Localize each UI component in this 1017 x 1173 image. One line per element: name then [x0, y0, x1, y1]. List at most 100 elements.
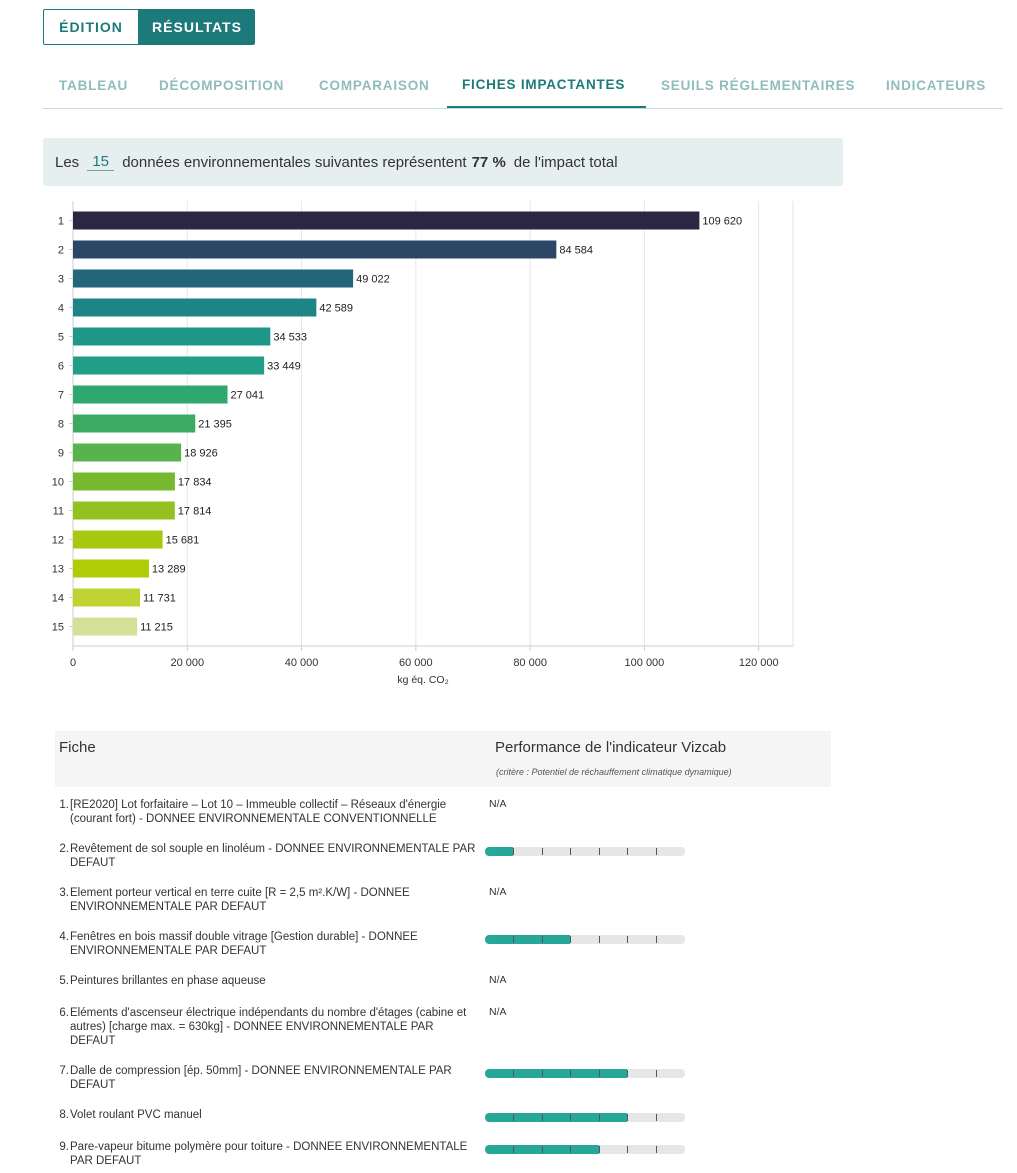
category-label: 10: [52, 477, 64, 489]
bar: [73, 501, 175, 520]
row-number: 4.: [59, 931, 69, 943]
header-performance: Performance de l'indicateur Vizcab: [495, 739, 727, 756]
summary-suffix: de l'impact total: [513, 153, 618, 171]
performance-tick: [513, 936, 514, 943]
summary-middle: données environnementales suivantes repr…: [122, 153, 467, 171]
bar-value-label: 15 681: [166, 535, 200, 547]
tab-decomposition[interactable]: DÉCOMPOSITION: [159, 77, 285, 93]
row-number: 3.: [59, 887, 69, 899]
bar: [73, 530, 163, 549]
performance-tick: [513, 1146, 514, 1153]
performance-tick: [570, 848, 571, 855]
bar-value-label: 33 449: [267, 361, 301, 373]
bar: [73, 588, 141, 607]
category-label: 14: [52, 593, 64, 605]
performance-tick: [541, 848, 543, 855]
row-number: 1.: [59, 799, 69, 811]
bar: [73, 327, 271, 346]
bar: [73, 443, 182, 462]
x-tick-label: 80 000: [513, 657, 547, 669]
bar: [73, 559, 149, 578]
row-fiche-label[interactable]: Peintures brillantes en phase aqueuse: [70, 975, 266, 987]
x-tick-label: 40 000: [285, 657, 319, 669]
bar-value-label: 27 041: [231, 390, 265, 402]
bar-value-label: 109 620: [702, 216, 742, 228]
row-fiche-label[interactable]: Fenêtres en bois massif double vitrage […: [70, 931, 418, 957]
x-axis-label: kg éq. CO₂: [397, 674, 448, 686]
bar-value-label: 11 215: [140, 622, 173, 634]
performance-tick: [541, 1146, 543, 1153]
performance-na: N/A: [489, 1006, 507, 1018]
bar-value-label: 11 731: [143, 593, 176, 605]
row-fiche-label[interactable]: Revêtement de sol souple en linoléum - D…: [70, 843, 476, 869]
row-fiche-label[interactable]: Eléments d'ascenseur électrique indépend…: [70, 1007, 467, 1047]
x-tick-label: 60 000: [399, 657, 433, 669]
performance-tick: [598, 848, 600, 855]
impact-bar-chart: 1 109 620 2 84 584 3 49 022 4 42 589 5 34 533 6 33 …: [52, 201, 794, 686]
x-tick-label: 20 000: [170, 657, 204, 669]
bar: [73, 356, 265, 375]
category-label: 7: [58, 390, 64, 402]
category-label: 15: [52, 622, 64, 634]
category-label: 1: [58, 216, 64, 228]
row-fiche-label[interactable]: Volet roulant PVC manuel: [70, 1109, 202, 1121]
performance-tick: [598, 936, 600, 943]
bar-value-label: 34 533: [273, 332, 307, 344]
row-number: 5.: [59, 975, 69, 987]
row-fiche-label[interactable]: Element porteur vertical en terre cuite …: [70, 887, 410, 913]
tab-indicateurs[interactable]: INDICATEURS: [886, 77, 987, 93]
performance-tick: [655, 936, 657, 943]
performance-fill: [485, 1069, 627, 1078]
resultats-button[interactable]: RÉSULTATS: [139, 9, 255, 45]
row-fiche-label[interactable]: [RE2020] Lot forfaitaire – Lot 10 – Imme…: [70, 799, 447, 825]
summary-prefix: Les: [55, 153, 80, 171]
performance-bar: [485, 1069, 685, 1078]
bar: [73, 414, 196, 433]
performance-tick: [570, 1070, 571, 1077]
bar-value-label: 17 834: [178, 477, 212, 489]
row-number: 6.: [59, 1007, 69, 1019]
row-fiche-label[interactable]: Dalle de compression [ép. 50mm] - DONNEE…: [70, 1065, 452, 1091]
bar-value-label: 42 589: [319, 303, 353, 315]
performance-fill: [485, 935, 570, 944]
x-tick-label: 0: [70, 657, 76, 669]
performance-bar: [485, 1113, 685, 1122]
performance-tick: [570, 1146, 571, 1153]
performance-tick: [541, 936, 543, 943]
performance-tick: [627, 936, 628, 943]
performance-tick: [627, 848, 628, 855]
tab-tableau[interactable]: TABLEAU: [59, 77, 129, 93]
performance-bar: [485, 935, 685, 944]
performance-tick: [570, 936, 571, 943]
performance-tick: [655, 848, 657, 855]
performance-fill: [485, 1113, 627, 1122]
row-number: 9.: [59, 1141, 69, 1153]
performance-na: N/A: [489, 974, 507, 986]
category-label: 8: [58, 419, 64, 431]
performance-tick: [655, 1146, 657, 1153]
fiches-table-header: Fiche Performance de l'indicateur Vizcab…: [55, 731, 831, 787]
row-fiche-label[interactable]: Pare-vapeur bitume polymère pour toiture…: [70, 1141, 468, 1167]
performance-tick: [513, 1114, 514, 1121]
bar: [73, 211, 700, 230]
fiche-count-input[interactable]: 15: [87, 153, 115, 171]
performance-fill: [485, 847, 513, 856]
row-number: 7.: [59, 1065, 69, 1077]
row-number: 8.: [59, 1109, 69, 1121]
bar-value-label: 18 926: [184, 448, 218, 460]
performance-tick: [598, 1114, 600, 1121]
performance-tick: [598, 1146, 600, 1153]
tab-comparaison[interactable]: COMPARAISON: [319, 77, 430, 93]
performance-tick: [541, 1070, 543, 1077]
performance-na: N/A: [489, 886, 507, 898]
bar: [73, 298, 317, 317]
category-label: 5: [58, 332, 64, 344]
edition-button[interactable]: ÉDITION: [43, 9, 139, 45]
performance-tick: [541, 1114, 543, 1121]
category-label: 3: [58, 274, 64, 286]
category-label: 9: [58, 448, 64, 460]
performance-na: N/A: [489, 798, 507, 810]
tab-seuils-reglementaires[interactable]: SEUILS RÉGLEMENTAIRES: [661, 77, 856, 93]
tab-fiches-impactantes[interactable]: FICHES IMPACTANTES: [447, 62, 646, 108]
x-tick-label: 120 000: [739, 657, 779, 669]
